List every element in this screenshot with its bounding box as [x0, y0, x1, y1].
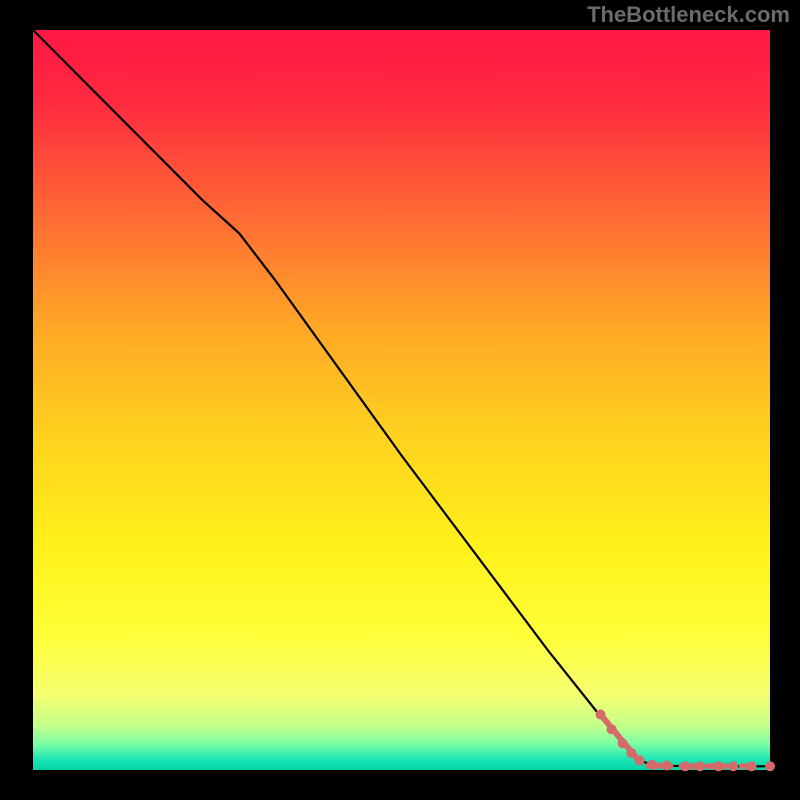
marker-dot-1: [607, 724, 617, 734]
chart-svg: [0, 0, 800, 800]
chart-frame: TheBottleneck.com: [0, 0, 800, 800]
marker-dot-10: [728, 761, 738, 771]
marker-dot-6: [662, 761, 672, 771]
marker-dot-11: [747, 761, 757, 771]
marker-dot-7: [680, 761, 690, 771]
marker-dot-0: [595, 710, 605, 720]
marker-dot-9: [713, 761, 723, 771]
marker-dot-4: [635, 755, 645, 765]
marker-dot-8: [695, 761, 705, 771]
marker-dot-5: [647, 760, 657, 770]
marker-dot-12: [765, 761, 775, 771]
marker-dot-2: [618, 738, 628, 748]
marker-dot-3: [626, 748, 636, 758]
